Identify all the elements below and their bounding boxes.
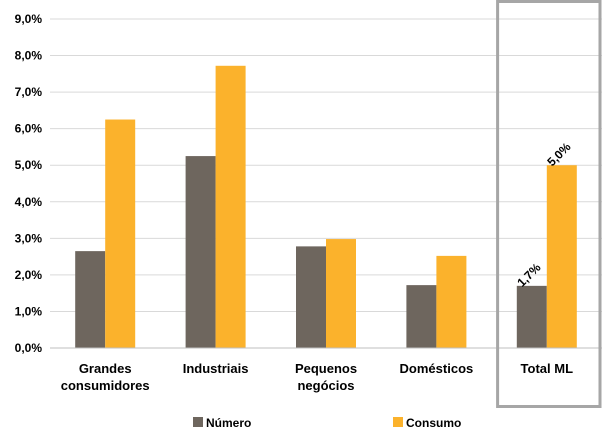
bar-consumo [105, 119, 136, 349]
bar-consumo [326, 239, 356, 348]
y-tick-label: 7,0% [15, 85, 43, 99]
y-tick-label: 4,0% [15, 195, 43, 209]
bar-consumo [436, 255, 467, 348]
y-tick-label: 6,0% [15, 122, 43, 136]
bars [75, 65, 577, 349]
bar-numero [75, 251, 106, 348]
bar-numero [296, 246, 326, 348]
y-tick-label: 0,0% [15, 341, 43, 355]
gridlines [50, 18, 602, 312]
bar-consumo [546, 165, 577, 348]
legend: Número Consumo [193, 416, 461, 430]
legend-label: Número [206, 416, 251, 430]
y-tick-label: 5,0% [15, 158, 43, 172]
category-label: Industriais [183, 361, 249, 376]
highlight-box [496, 0, 602, 408]
category-labels: Grandes consumidores Industriais Pequenos ne… [61, 361, 573, 393]
y-tick-labels: 0,0% 1,0% 2,0% 3,0% 4,0% 5,0% 6,0% 7,0% 8,0% 9,0% [15, 12, 43, 355]
legend-swatch [193, 417, 203, 427]
category-label: Grandes consumidores [61, 361, 150, 393]
bar-numero [185, 156, 216, 348]
bar-numero [406, 285, 437, 348]
y-tick-label: 3,0% [15, 231, 43, 245]
y-tick-label: 1,0% [15, 304, 43, 318]
category-label: Domésticos [400, 361, 474, 376]
y-tick-label: 2,0% [15, 268, 43, 282]
legend-swatch [393, 417, 403, 427]
legend-label: Consumo [406, 416, 461, 430]
category-label: Total ML [521, 361, 574, 376]
category-label: Pequenos negócios [295, 361, 357, 393]
data-label: 5,0% [544, 140, 573, 169]
bar-consumo [215, 65, 246, 349]
y-tick-label: 8,0% [15, 49, 43, 63]
y-tick-label: 9,0% [15, 12, 43, 26]
highlight-frame [496, 0, 602, 408]
bar-numero [516, 285, 547, 348]
